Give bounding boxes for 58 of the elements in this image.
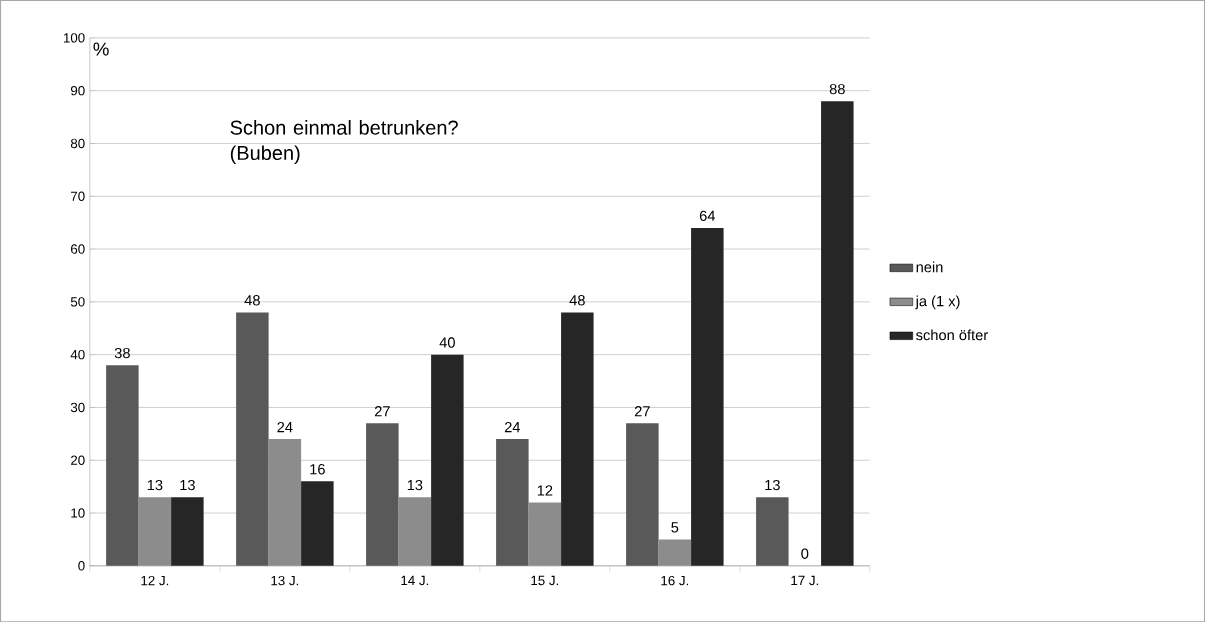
data-label: 38 — [114, 347, 130, 359]
y-tick-label: 70 — [71, 191, 85, 201]
y-tick-label: 0 — [78, 560, 85, 571]
x-tick-label: 16 J. — [661, 575, 689, 586]
bar — [658, 539, 692, 566]
x-tick-label: 12 J. — [141, 575, 169, 586]
bar — [496, 438, 529, 566]
x-tick-label: 17 J. — [791, 575, 819, 585]
data-label: 88 — [829, 83, 845, 95]
bar — [821, 101, 854, 566]
bar — [626, 423, 659, 566]
data-label: 13 — [147, 479, 163, 491]
bar — [366, 423, 399, 566]
x-tick-label: 13 J. — [271, 575, 299, 586]
legend-label: ja (1 x) — [915, 295, 960, 310]
bar — [528, 502, 562, 566]
bar — [431, 354, 464, 566]
bar — [138, 497, 172, 566]
y-tick-label: 50 — [70, 296, 85, 307]
data-label: 40 — [439, 337, 455, 348]
bar — [106, 365, 139, 566]
text: (Buben) — [230, 145, 300, 164]
bar — [301, 481, 334, 566]
y-tick-label: 20 — [71, 455, 85, 465]
data-label: 12 — [537, 485, 553, 496]
y-axis-title: % — [93, 42, 109, 56]
bar — [691, 227, 724, 566]
data-label: 13 — [407, 479, 423, 491]
bar — [756, 497, 789, 566]
x-tick-label: 14 J. — [401, 575, 429, 585]
data-label: 27 — [374, 405, 390, 417]
text: Schon einmal betrunken? — [230, 119, 458, 135]
data-label: 16 — [310, 463, 325, 475]
data-label: 48 — [244, 294, 260, 306]
bar — [398, 497, 432, 566]
x-tick-label: 15 J. — [531, 575, 559, 585]
bar — [171, 497, 204, 566]
data-label: 0 — [801, 548, 809, 559]
y-tick-label: 80 — [70, 138, 85, 148]
bar — [561, 312, 594, 566]
y-tick-label: 10 — [71, 508, 85, 518]
bar — [236, 312, 269, 566]
y-tick-label: 100 — [63, 32, 85, 43]
y-tick-label: 40 — [70, 349, 85, 360]
data-label: 64 — [699, 210, 716, 221]
data-label: 13 — [180, 479, 195, 491]
legend-label: nein — [916, 261, 943, 273]
y-tick-label: 90 — [70, 85, 85, 96]
data-label: 24 — [504, 421, 521, 433]
data-label: 24 — [277, 421, 293, 433]
y-tick-label: 60 — [71, 244, 85, 254]
y-tick-label: 30 — [70, 402, 85, 412]
bar — [268, 438, 302, 566]
data-label: 27 — [634, 405, 650, 417]
data-label: 13 — [765, 479, 780, 491]
data-label: 5 — [671, 522, 679, 533]
legend-label: schon öfter — [916, 329, 988, 341]
data-label: 48 — [569, 294, 585, 306]
